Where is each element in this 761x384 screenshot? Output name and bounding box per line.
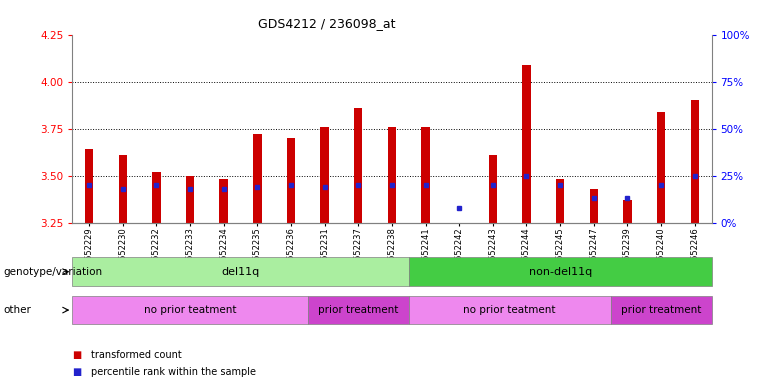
Text: no prior teatment: no prior teatment: [144, 305, 237, 315]
Text: del11q: del11q: [221, 266, 260, 277]
Text: non-del11q: non-del11q: [528, 266, 592, 277]
Text: GDS4212 / 236098_at: GDS4212 / 236098_at: [259, 17, 396, 30]
Text: prior treatment: prior treatment: [318, 305, 399, 315]
Bar: [253, 134, 262, 223]
Bar: [119, 155, 127, 223]
Bar: [590, 189, 598, 223]
Bar: [387, 127, 396, 223]
Bar: [85, 149, 94, 223]
Bar: [522, 65, 530, 223]
Text: percentile rank within the sample: percentile rank within the sample: [91, 367, 256, 377]
Bar: [690, 101, 699, 223]
Text: prior treatment: prior treatment: [621, 305, 701, 315]
Bar: [354, 108, 362, 223]
Bar: [219, 179, 228, 223]
Bar: [152, 172, 161, 223]
Bar: [556, 179, 565, 223]
Text: transformed count: transformed count: [91, 350, 182, 360]
Text: ■: ■: [72, 367, 81, 377]
Bar: [186, 176, 194, 223]
Text: genotype/variation: genotype/variation: [4, 266, 103, 277]
Bar: [287, 138, 295, 223]
Bar: [623, 200, 632, 223]
Bar: [422, 127, 430, 223]
Text: no prior teatment: no prior teatment: [463, 305, 556, 315]
Text: other: other: [4, 305, 32, 315]
Bar: [489, 155, 497, 223]
Text: ■: ■: [72, 350, 81, 360]
Bar: [657, 112, 665, 223]
Bar: [320, 127, 329, 223]
